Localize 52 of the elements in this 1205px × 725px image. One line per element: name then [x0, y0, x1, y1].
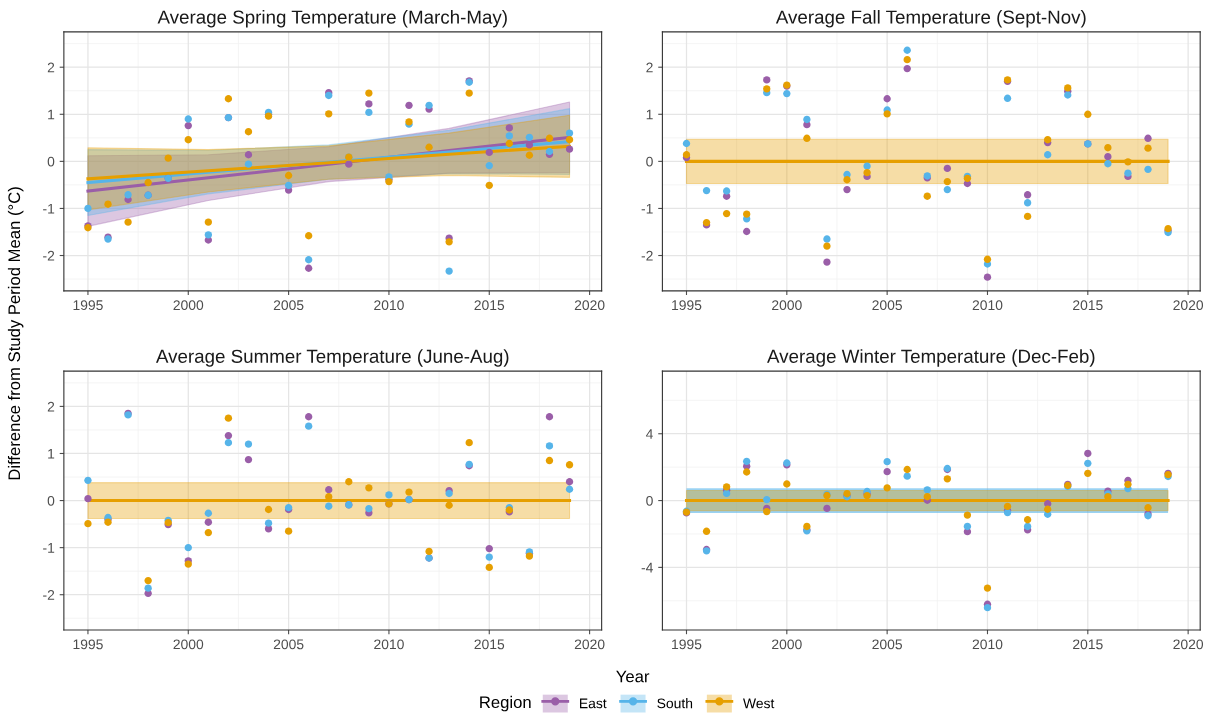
chart-title: Average Winter Temperature (Dec-Feb): [767, 349, 1095, 367]
y-tick-label: 4: [645, 429, 653, 439]
y-tick-label: 0: [47, 156, 55, 167]
y-tick-label: -1: [43, 203, 55, 214]
y-tick-label: -2: [641, 250, 653, 261]
x-tick-label: 2020: [1173, 300, 1204, 311]
x-tick-label: 1995: [73, 639, 103, 650]
x-tick-label: 2015: [1073, 300, 1103, 311]
x-tick-label: 2020: [574, 300, 605, 311]
x-tick-label: 2000: [173, 639, 204, 650]
x-tick-label: 1995: [672, 639, 702, 650]
y-tick-label: 0: [646, 156, 653, 167]
y-tick-label: 2: [646, 62, 653, 73]
y-tick-label: -2: [43, 590, 55, 600]
x-tick-label: 2005: [872, 639, 903, 650]
y-tick-label: 1: [48, 448, 55, 459]
x-tick-label: 2015: [474, 639, 505, 650]
x-tick-label: 2005: [872, 300, 903, 311]
x-tick-label: 2005: [273, 639, 304, 650]
y-tick-label: 2: [47, 62, 55, 73]
x-tick-label: 2010: [972, 300, 1003, 311]
y-axis-title: Difference from Study Period Mean (°C): [7, 187, 24, 480]
x-tick-label: 2000: [772, 300, 802, 311]
x-tick-label: 2015: [1073, 639, 1103, 650]
y-tick-label: 0: [646, 495, 653, 506]
x-tick-label: 2005: [273, 300, 304, 311]
x-tick-label: 2010: [374, 639, 404, 650]
x-axis-title: Year: [616, 670, 650, 683]
x-tick-label: 2010: [972, 639, 1003, 650]
y-tick-label: 1: [48, 109, 55, 120]
legend-label: West: [743, 698, 775, 709]
x-tick-label: 2020: [574, 639, 605, 650]
y-tick-label: -1: [43, 543, 55, 553]
chart-title: Average Summer Temperature (June-Aug): [155, 349, 509, 367]
x-tick-label: 2000: [772, 639, 802, 650]
x-tick-label: 1995: [672, 300, 702, 311]
y-tick-label: -1: [641, 203, 653, 214]
x-tick-label: 2020: [1173, 639, 1204, 650]
legend-label: East: [580, 698, 607, 709]
y-tick-label: 0: [47, 495, 55, 506]
x-tick-label: 2000: [173, 300, 204, 311]
legend-label: South: [657, 698, 693, 709]
x-tick-label: 2010: [374, 300, 404, 311]
chart-title: Average Spring Temperature (March-May): [157, 9, 507, 28]
y-tick-label: -4: [641, 562, 653, 573]
y-tick-label: 1: [646, 109, 653, 120]
y-tick-label: -2: [43, 250, 55, 261]
legend-title: Region: [480, 695, 531, 712]
chart-title: Average Fall Temperature (Sept-Nov): [775, 9, 1086, 28]
x-tick-label: 2015: [474, 300, 505, 311]
y-tick-label: 2: [47, 401, 55, 412]
x-tick-label: 1995: [73, 300, 103, 311]
